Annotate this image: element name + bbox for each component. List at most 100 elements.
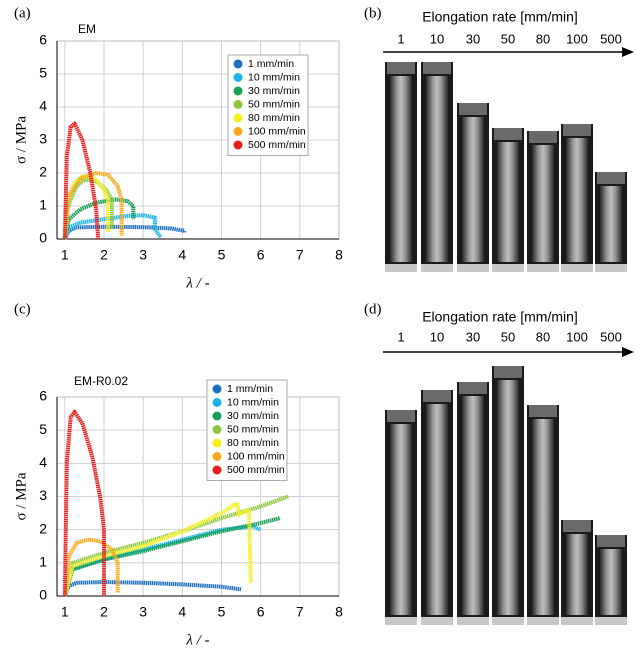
data-line	[62, 537, 120, 597]
y-tick-label: 0	[39, 587, 47, 603]
x-tick-label: 5	[218, 247, 226, 263]
specimen-clamp	[529, 405, 557, 417]
legend-label: 80 mm/min	[248, 112, 300, 124]
specimen-clamp	[597, 535, 625, 547]
legend-marker	[233, 73, 243, 82]
legend-marker	[233, 100, 243, 109]
x-tick-label: 1	[61, 604, 69, 620]
specimen-base	[421, 264, 453, 272]
specimen-strip	[600, 549, 622, 615]
rate-label: 30	[466, 329, 480, 344]
y-tick-label: 1	[39, 554, 47, 570]
x-tick-label: 7	[296, 604, 304, 620]
panel-header: Elongation rate [mm/min]	[422, 9, 578, 25]
specimen-base	[595, 264, 627, 272]
rate-label: 1	[397, 329, 404, 344]
legend-label: 1 mm/min	[227, 383, 273, 395]
rate-label: 80	[536, 329, 550, 344]
data-line	[62, 580, 242, 597]
legend-marker	[233, 59, 243, 69]
x-tick-label: 1	[61, 247, 69, 263]
specimen-clamp	[563, 520, 591, 532]
rate-label: 50	[501, 31, 515, 46]
data-line	[63, 224, 187, 240]
specimen-base	[385, 264, 417, 272]
rate-label: 1	[397, 31, 404, 46]
specimen-clamp	[387, 410, 415, 422]
specimen-clamp	[423, 390, 451, 402]
legend-label: 10 mm/min	[248, 71, 300, 83]
rate-label: 80	[536, 31, 550, 46]
legend-label: 50 mm/min	[227, 423, 279, 435]
specimen-strip	[497, 142, 519, 262]
legend-label: 80 mm/min	[227, 437, 279, 449]
y-tick-label: 6	[39, 388, 47, 404]
data-line	[62, 409, 106, 597]
rate-label: 10	[430, 31, 444, 46]
specimen-strip	[566, 138, 588, 262]
x-tick-label: 6	[257, 247, 265, 263]
legend-marker	[233, 113, 243, 123]
y-tick-label: 6	[39, 32, 47, 48]
y-tick-label: 3	[39, 487, 47, 503]
specimen-strip	[600, 186, 622, 262]
legend-marker	[212, 384, 222, 394]
specimen-clamp	[459, 103, 487, 115]
specimen-strip	[390, 424, 412, 615]
y-axis-label: σ / MPa	[13, 116, 29, 164]
legend-label: 100 mm/min	[227, 450, 285, 462]
rate-label: 500	[600, 329, 622, 344]
x-axis-label: λ / -	[185, 275, 209, 291]
specimen-strip	[566, 534, 588, 615]
data-line	[62, 121, 101, 240]
specimen-base	[561, 617, 593, 625]
rate-label: 10	[430, 329, 444, 344]
legend-marker	[212, 465, 222, 475]
legend-label: 10 mm/min	[227, 396, 279, 408]
rate-label: 100	[566, 31, 588, 46]
legend-marker	[233, 140, 243, 150]
y-tick-label: 4	[39, 98, 47, 114]
y-tick-label: 3	[39, 131, 47, 147]
rate-label: 30	[466, 31, 480, 46]
y-tick-label: 1	[39, 197, 47, 213]
specimen-base	[527, 264, 559, 272]
legend-label: 50 mm/min	[248, 98, 300, 110]
legend-marker	[233, 86, 243, 96]
specimen-base	[527, 617, 559, 625]
specimen-clamp	[387, 62, 415, 74]
data-line	[62, 213, 163, 240]
legend-marker	[212, 425, 222, 434]
chart-title: EM-R0.02	[74, 374, 128, 388]
data-line	[62, 501, 253, 597]
y-tick-label: 5	[39, 421, 47, 437]
specimen-strip	[426, 404, 448, 615]
y-tick-label: 2	[39, 164, 47, 180]
data-line	[62, 494, 289, 597]
specimen-base	[421, 617, 453, 625]
legend-marker	[212, 411, 222, 421]
specimen-base	[492, 617, 524, 625]
rate-label: 100	[566, 329, 588, 344]
specimen-base	[492, 264, 524, 272]
rate-label: 500	[600, 31, 622, 46]
specimen-clamp	[529, 131, 557, 143]
panel-label: (c)	[14, 301, 31, 317]
legend-label: 30 mm/min	[227, 410, 279, 422]
panel-label: (b)	[364, 5, 382, 21]
x-axis-label: λ / -	[185, 632, 209, 648]
chart-title: EM	[78, 22, 96, 36]
specimen-strip	[462, 396, 484, 615]
y-tick-label: 5	[39, 65, 47, 81]
legend-label: 100 mm/min	[248, 125, 306, 137]
legend-marker	[233, 127, 243, 136]
x-tick-label: 2	[100, 247, 108, 263]
specimen-base	[457, 617, 489, 625]
x-tick-label: 8	[335, 604, 343, 620]
specimen-clamp	[459, 382, 487, 394]
specimen-strip	[532, 419, 554, 615]
legend-marker	[212, 438, 222, 448]
y-tick-label: 4	[39, 454, 47, 470]
panel-label: (a)	[14, 5, 31, 21]
